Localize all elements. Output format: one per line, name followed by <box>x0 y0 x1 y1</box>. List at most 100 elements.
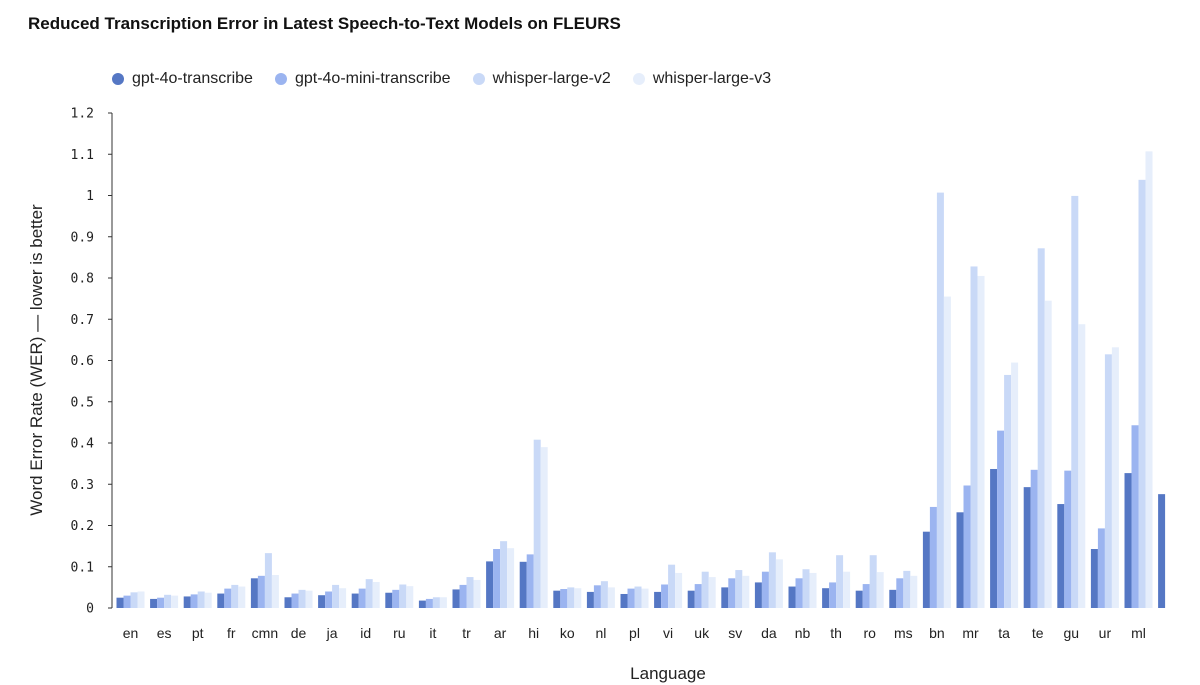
bar-id-gpt-4o-transcribe[interactable] <box>351 593 359 608</box>
bar-gu-gpt-4o-transcribe[interactable] <box>1057 504 1065 608</box>
bar-vi-gpt-4o-transcribe[interactable] <box>654 591 662 608</box>
bar-de-whisper-large-v2[interactable] <box>298 589 306 608</box>
bar-de-whisper-large-v3[interactable] <box>305 590 313 608</box>
bar-nl-whisper-large-v2[interactable] <box>600 581 608 608</box>
bar-vi-whisper-large-v2[interactable] <box>668 564 676 608</box>
bar-ro-whisper-large-v3[interactable] <box>876 572 884 608</box>
bar-te-gpt-4o-transcribe[interactable] <box>1023 487 1031 608</box>
bar-da-gpt-4o-transcribe[interactable] <box>754 582 762 608</box>
bar-mr-gpt-4o-transcribe[interactable] <box>956 512 964 608</box>
bar-uk-gpt-4o-transcribe[interactable] <box>687 590 695 608</box>
bar-gu-gpt-4o-mini-transcribe[interactable] <box>1064 470 1072 608</box>
bar-ms-whisper-large-v2[interactable] <box>903 570 911 609</box>
bar-en-whisper-large-v2[interactable] <box>130 592 138 608</box>
bar-es-whisper-large-v2[interactable] <box>164 594 172 608</box>
bar-hi-whisper-large-v3[interactable] <box>540 447 548 609</box>
bar-th-whisper-large-v2[interactable] <box>836 555 844 608</box>
bar-pt-whisper-large-v3[interactable] <box>204 592 212 608</box>
bar-es-gpt-4o-mini-transcribe[interactable] <box>157 597 165 608</box>
bar-sv-gpt-4o-transcribe[interactable] <box>721 587 729 609</box>
bar-nb-whisper-large-v3[interactable] <box>809 572 817 608</box>
legend-item-gpt-4o-mini-transcribe[interactable]: gpt-4o-mini-transcribe <box>274 70 451 88</box>
legend-item-whisper-large-v2[interactable]: whisper-large-v2 <box>472 70 611 88</box>
bar-da-whisper-large-v2[interactable] <box>768 552 776 608</box>
legend-item-gpt-4o-transcribe[interactable]: gpt-4o-transcribe <box>112 70 253 88</box>
bar-da-whisper-large-v3[interactable] <box>775 559 783 608</box>
bar-ml-whisper-large-v2[interactable] <box>1138 179 1146 608</box>
bar-mr-gpt-4o-mini-transcribe[interactable] <box>963 485 971 608</box>
bar-sv-whisper-large-v3[interactable] <box>742 575 750 608</box>
bar-ko-gpt-4o-mini-transcribe[interactable] <box>560 589 568 608</box>
bar-da-gpt-4o-mini-transcribe[interactable] <box>761 571 769 608</box>
bar-tr-gpt-4o-transcribe[interactable] <box>452 589 460 608</box>
bar-ru-whisper-large-v3[interactable] <box>406 586 414 608</box>
bar-ml-whisper-large-v3[interactable] <box>1145 151 1153 609</box>
bar-tr-whisper-large-v3[interactable] <box>473 579 481 608</box>
bar-en-whisper-large-v3[interactable] <box>137 591 145 609</box>
bar-ko-whisper-large-v2[interactable] <box>567 587 575 609</box>
bar-uk-whisper-large-v2[interactable] <box>701 571 709 608</box>
bar-pt-gpt-4o-transcribe[interactable] <box>183 596 191 608</box>
bar-en-gpt-4o-mini-transcribe[interactable] <box>123 595 131 609</box>
bar-fr-whisper-large-v2[interactable] <box>231 584 239 608</box>
bar-pl-whisper-large-v3[interactable] <box>641 588 649 608</box>
bar-pt-whisper-large-v2[interactable] <box>197 591 205 609</box>
bar-id-gpt-4o-mini-transcribe[interactable] <box>358 588 366 608</box>
bar-fr-gpt-4o-mini-transcribe[interactable] <box>224 588 232 608</box>
bar-ar-gpt-4o-mini-transcribe[interactable] <box>493 549 501 608</box>
bar-id-whisper-large-v3[interactable] <box>372 582 380 608</box>
bar-cmn-whisper-large-v3[interactable] <box>271 575 279 608</box>
bar-de-gpt-4o-transcribe[interactable] <box>284 597 292 608</box>
bar-ru-whisper-large-v2[interactable] <box>399 584 407 608</box>
bar-mr-whisper-large-v2[interactable] <box>970 266 978 608</box>
bar-cmn-gpt-4o-transcribe[interactable] <box>250 578 258 608</box>
bar-pl-gpt-4o-transcribe[interactable] <box>620 593 628 608</box>
bar-ur-gpt-4o-mini-transcribe[interactable] <box>1097 528 1105 608</box>
bar-nb-gpt-4o-transcribe[interactable] <box>788 586 796 608</box>
bar-vi-gpt-4o-mini-transcribe[interactable] <box>661 584 669 608</box>
bar-ms-whisper-large-v3[interactable] <box>910 575 918 608</box>
bar-es-whisper-large-v3[interactable] <box>171 595 179 609</box>
bar-ja-gpt-4o-transcribe[interactable] <box>318 595 326 608</box>
bar-sv-gpt-4o-mini-transcribe[interactable] <box>728 578 736 608</box>
legend-item-whisper-large-v3[interactable]: whisper-large-v3 <box>632 70 771 88</box>
bar-pl-gpt-4o-mini-transcribe[interactable] <box>627 588 635 608</box>
bar-ta-gpt-4o-transcribe[interactable] <box>990 468 998 608</box>
bar-ml-gpt-4o-transcribe[interactable] <box>1124 473 1132 608</box>
bar-hi-gpt-4o-transcribe[interactable] <box>519 561 527 608</box>
bar-ml-gpt-4o-mini-transcribe[interactable] <box>1131 425 1139 608</box>
bar-cmn-gpt-4o-mini-transcribe[interactable] <box>257 575 265 608</box>
bar-nb-whisper-large-v2[interactable] <box>802 569 810 608</box>
bar-nl-gpt-4o-mini-transcribe[interactable] <box>593 585 601 608</box>
bar-ur-whisper-large-v3[interactable] <box>1111 347 1119 608</box>
bar-ur-whisper-large-v2[interactable] <box>1104 354 1112 608</box>
bar-it-gpt-4o-transcribe[interactable] <box>418 600 426 608</box>
bar-fr-whisper-large-v3[interactable] <box>238 586 246 608</box>
bar-ro-gpt-4o-mini-transcribe[interactable] <box>862 584 870 608</box>
bar-tr-gpt-4o-mini-transcribe[interactable] <box>459 584 467 608</box>
bar-hi-gpt-4o-mini-transcribe[interactable] <box>526 554 534 609</box>
bar-bn-whisper-large-v3[interactable] <box>943 296 951 608</box>
bar-ru-gpt-4o-transcribe[interactable] <box>385 592 393 608</box>
bar-uk-whisper-large-v3[interactable] <box>708 577 716 608</box>
bar-mr-whisper-large-v3[interactable] <box>977 275 985 608</box>
bar-ta-whisper-large-v3[interactable] <box>1011 362 1019 608</box>
bar-de-gpt-4o-mini-transcribe[interactable] <box>291 593 299 608</box>
bar-gu-whisper-large-v2[interactable] <box>1071 195 1079 608</box>
bar-th-gpt-4o-mini-transcribe[interactable] <box>829 582 837 608</box>
bar-ru-gpt-4o-mini-transcribe[interactable] <box>392 589 400 608</box>
bar-bn-gpt-4o-mini-transcribe[interactable] <box>929 506 937 608</box>
bar-it-whisper-large-v3[interactable] <box>439 597 447 608</box>
bar-partial-gpt-4o-transcribe[interactable] <box>1158 494 1166 608</box>
bar-th-gpt-4o-transcribe[interactable] <box>822 588 830 608</box>
bar-it-whisper-large-v2[interactable] <box>432 597 440 608</box>
bar-ar-whisper-large-v2[interactable] <box>500 541 508 608</box>
bar-ja-whisper-large-v2[interactable] <box>332 584 340 608</box>
bar-pl-whisper-large-v2[interactable] <box>634 586 642 608</box>
bar-ko-gpt-4o-transcribe[interactable] <box>553 590 561 608</box>
bar-bn-whisper-large-v2[interactable] <box>936 192 944 609</box>
bar-ja-whisper-large-v3[interactable] <box>339 588 347 608</box>
bar-hi-whisper-large-v2[interactable] <box>533 439 541 608</box>
bar-nl-gpt-4o-transcribe[interactable] <box>586 591 594 608</box>
bar-nl-whisper-large-v3[interactable] <box>607 587 615 609</box>
